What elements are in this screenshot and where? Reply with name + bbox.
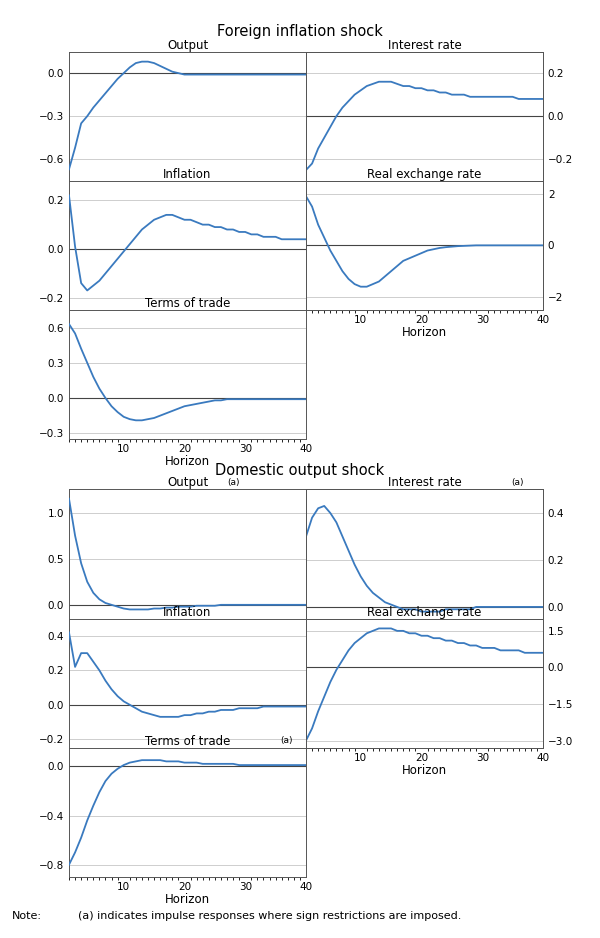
X-axis label: Horizon: Horizon [402, 326, 447, 340]
Text: Note:: Note: [12, 911, 42, 921]
Text: (a): (a) [227, 478, 240, 487]
X-axis label: Horizon: Horizon [165, 893, 210, 906]
X-axis label: Horizon: Horizon [165, 455, 210, 468]
Text: (a): (a) [511, 478, 523, 487]
X-axis label: Horizon: Horizon [402, 764, 447, 777]
Text: Inflation: Inflation [163, 606, 212, 619]
Text: Terms of trade: Terms of trade [145, 297, 230, 310]
Text: (a): (a) [280, 736, 293, 746]
Text: Interest rate: Interest rate [388, 38, 461, 52]
Text: Interest rate: Interest rate [388, 477, 461, 490]
Text: Domestic output shock: Domestic output shock [215, 463, 385, 478]
Text: (a) indicates impulse responses where sign restrictions are imposed.: (a) indicates impulse responses where si… [78, 911, 461, 921]
Text: Real exchange rate: Real exchange rate [367, 606, 482, 619]
Text: Inflation: Inflation [163, 168, 212, 181]
Text: Foreign inflation shock: Foreign inflation shock [217, 24, 383, 39]
Text: Terms of trade: Terms of trade [145, 734, 230, 748]
Text: Output: Output [167, 38, 208, 52]
Text: Output: Output [167, 477, 208, 490]
Text: Real exchange rate: Real exchange rate [367, 168, 482, 181]
